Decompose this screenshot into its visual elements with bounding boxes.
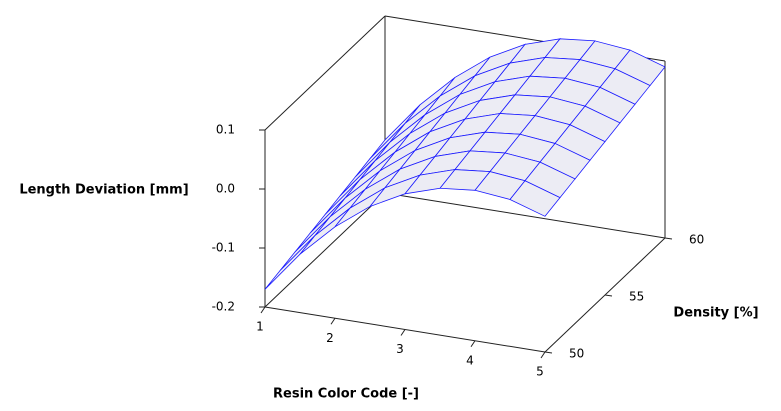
y-tick-label: 55 [629, 290, 644, 304]
x-tick-label: 1 [256, 320, 264, 334]
z-axis-label: Length Deviation [mm] [19, 183, 188, 198]
x-tick [470, 340, 476, 348]
z-tick-label: 0.1 [216, 123, 235, 137]
x-tick [330, 317, 336, 325]
box-edge [384, 192, 666, 239]
box-edge [264, 15, 386, 131]
z-tick-label: -0.2 [212, 300, 235, 314]
y-tick [544, 351, 553, 354]
x-axis-label: Resin Color Code [-] [273, 387, 419, 402]
x-tick-label: 4 [466, 353, 474, 367]
x-tick [540, 351, 546, 359]
z-tick-label: -0.1 [212, 241, 235, 255]
surface-patch [509, 180, 561, 217]
x-tick-label: 5 [536, 365, 544, 379]
x-tick-label: 3 [396, 342, 404, 356]
z-tick-label: 0.0 [216, 182, 235, 196]
y-tick [664, 237, 673, 240]
x-tick [260, 306, 266, 314]
x-tick-label: 2 [326, 331, 334, 345]
y-tick-label: 60 [689, 233, 704, 247]
y-axis-label: Density [%] [673, 306, 758, 321]
y-tick-label: 50 [569, 347, 584, 361]
x-tick [400, 329, 406, 336]
surface-patch [264, 235, 316, 290]
y-tick [604, 294, 613, 297]
box-edge [264, 192, 386, 308]
